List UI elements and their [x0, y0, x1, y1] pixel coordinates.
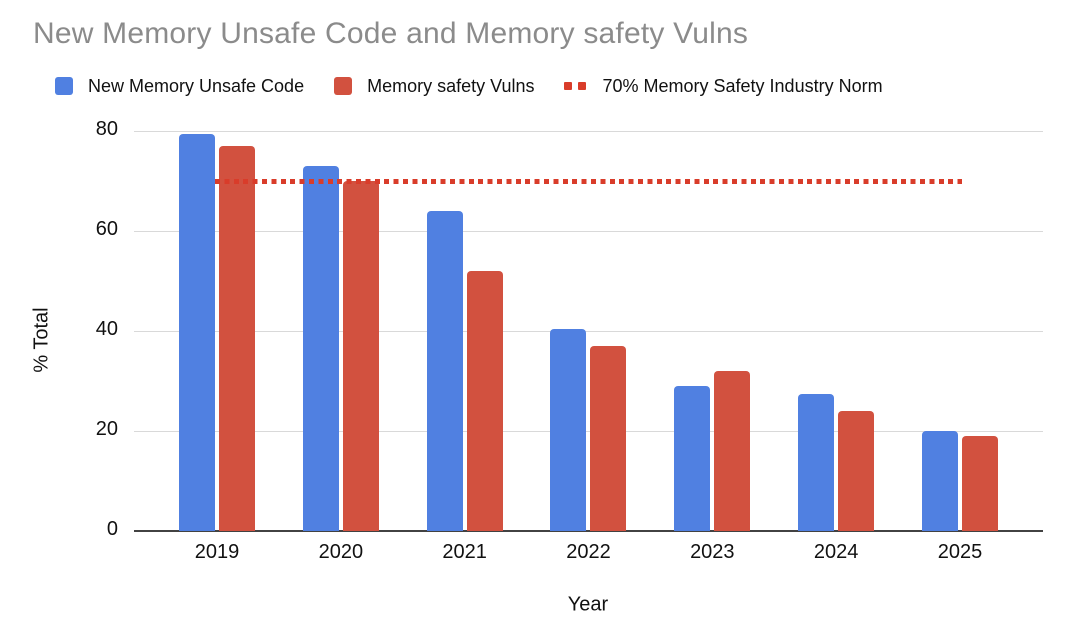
- legend: New Memory Unsafe Code Memory safety Vul…: [55, 72, 883, 100]
- bar-memory-safety-vulns-2024: [838, 411, 875, 531]
- y-axis-title: % Total: [30, 307, 53, 373]
- bar-new-memory-unsafe-code-2023: [674, 386, 711, 531]
- legend-item-industry-norm: 70% Memory Safety Industry Norm: [564, 75, 883, 97]
- bar-group-2019: [179, 133, 255, 531]
- x-axis-line: [134, 530, 1043, 532]
- bar-new-memory-unsafe-code-2019: [179, 133, 215, 531]
- gridline-40: [134, 331, 1043, 332]
- bar-group-2020: [302, 166, 379, 531]
- legend-label: New Memory Unsafe Code: [88, 75, 305, 96]
- legend-label: Memory safety Vulns: [367, 75, 535, 96]
- bar-memory-safety-vulns-2019: [219, 146, 255, 531]
- bar-group-2022: [550, 328, 627, 531]
- bar-new-memory-unsafe-code-2020: [302, 166, 339, 531]
- y-tick-label-0: 0: [106, 518, 118, 540]
- blue-series-swatch-icon: [55, 77, 73, 95]
- bar-group-2025: [921, 431, 998, 531]
- x-axis-ticks: 2019 2020 2021 2022 2023 2024 2025: [134, 541, 1043, 564]
- y-tick-label-60: 60: [95, 218, 118, 240]
- legend-item-memory-safety-vulns: Memory safety Vulns: [334, 76, 534, 97]
- bar-new-memory-unsafe-code-2021: [426, 211, 463, 531]
- gridline-20: [134, 431, 1043, 432]
- bar-memory-safety-vulns-2025: [961, 436, 998, 531]
- bar-new-memory-unsafe-code-2022: [550, 328, 587, 531]
- dot-icon: [578, 82, 587, 90]
- y-tick-label-80: 80: [95, 118, 118, 140]
- bar-memory-safety-vulns-2021: [466, 271, 503, 531]
- bar-group-2021: [426, 211, 503, 531]
- x-tick-label-2021: 2021: [442, 541, 487, 563]
- legend-label: 70% Memory Safety Industry Norm: [602, 75, 883, 96]
- x-axis-title: Year: [567, 593, 609, 616]
- bars-layer: [134, 131, 1043, 531]
- x-tick-label-2020: 2020: [318, 541, 364, 563]
- x-tick-label-2024: 2024: [813, 541, 859, 563]
- bar-memory-safety-vulns-2023: [714, 371, 751, 531]
- bar-memory-safety-vulns-2020: [342, 181, 379, 531]
- bar-new-memory-unsafe-code-2025: [921, 431, 958, 531]
- x-tick-label-2019: 2019: [194, 541, 240, 563]
- dotted-line-swatch-icon: [564, 82, 587, 90]
- gridline-80: [134, 131, 1043, 132]
- legend-item-new-memory-unsafe-code: New Memory Unsafe Code: [55, 76, 304, 97]
- bar-group-2024: [798, 393, 875, 531]
- reference-line-70pct: [215, 178, 962, 184]
- dot-icon: [564, 82, 573, 90]
- y-tick-label-40: 40: [95, 318, 118, 340]
- bar-new-memory-unsafe-code-2024: [798, 393, 835, 531]
- plot-area: [134, 131, 1043, 532]
- y-axis-ticks: 0 20 40 60 80: [58, 118, 118, 540]
- x-tick-label-2025: 2025: [937, 541, 983, 563]
- x-tick-label-2022: 2022: [566, 541, 611, 563]
- bar-group-2023: [674, 371, 751, 531]
- y-tick-label-20: 20: [95, 418, 118, 440]
- red-series-swatch-icon: [334, 77, 353, 95]
- bar-memory-safety-vulns-2022: [590, 346, 627, 531]
- gridline-60: [134, 231, 1043, 232]
- x-tick-label-2023: 2023: [690, 541, 735, 563]
- chart-title: New Memory Unsafe Code and Memory safety…: [33, 17, 749, 50]
